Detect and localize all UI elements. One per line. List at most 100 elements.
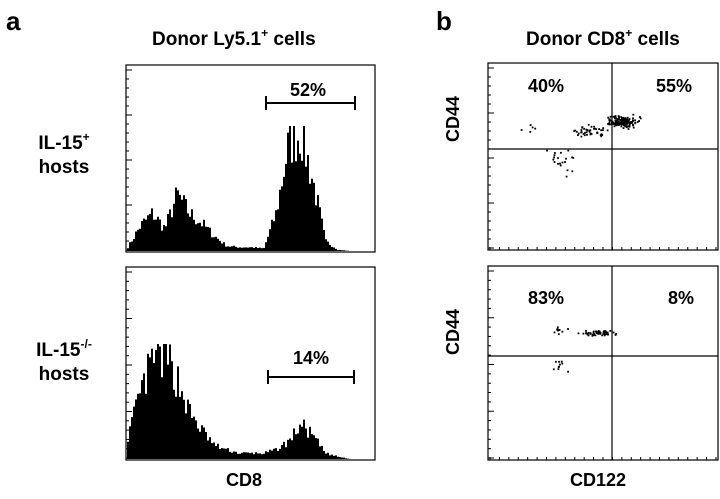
scatter-point bbox=[615, 117, 617, 120]
scatter-point bbox=[625, 126, 628, 129]
scatter-point bbox=[617, 120, 620, 123]
scatter-point bbox=[626, 116, 629, 119]
scatter-point bbox=[577, 132, 580, 135]
scatter-point bbox=[600, 129, 602, 132]
quadrant-ur-bottom: 8% bbox=[668, 288, 695, 308]
scatter-point bbox=[559, 164, 562, 167]
scatter-point bbox=[609, 330, 612, 332]
scatter-point bbox=[607, 123, 609, 125]
scatter-point bbox=[561, 161, 564, 164]
histogram-bottom-fill bbox=[127, 344, 375, 459]
scatter-point bbox=[520, 129, 523, 131]
scatter-point bbox=[622, 119, 625, 121]
scatter-point bbox=[614, 117, 616, 119]
scatter-point bbox=[624, 123, 627, 126]
scatter-frame-top bbox=[487, 62, 719, 251]
scatter-point bbox=[560, 360, 563, 363]
scatter-point bbox=[595, 330, 597, 333]
scatter-point bbox=[561, 362, 564, 365]
scatter-point bbox=[632, 117, 634, 120]
scatter-point bbox=[628, 119, 630, 122]
scatter-point bbox=[587, 334, 590, 337]
scatter-point bbox=[639, 117, 642, 120]
scatter-point bbox=[591, 334, 594, 337]
scatter-point bbox=[590, 125, 593, 128]
scatter-point bbox=[534, 127, 537, 130]
scatter-points-top bbox=[520, 113, 642, 178]
scatter-point bbox=[564, 161, 566, 163]
scatter-point bbox=[586, 332, 589, 335]
scatter-point bbox=[595, 331, 598, 334]
scatter-point bbox=[604, 333, 607, 336]
scatter-point bbox=[619, 122, 622, 125]
scatter-point bbox=[617, 115, 620, 117]
scatter-point bbox=[581, 126, 584, 128]
scatter-point bbox=[582, 332, 585, 335]
scatter-point bbox=[587, 332, 590, 334]
scatter-point bbox=[565, 175, 568, 178]
gate-bar-bottom bbox=[267, 370, 355, 384]
scatter-point bbox=[622, 116, 625, 119]
scatter-point bbox=[529, 124, 532, 126]
scatter-tick-marks bbox=[488, 67, 717, 460]
scatter-point bbox=[594, 334, 597, 337]
scatter-point bbox=[613, 115, 616, 118]
scatter-point bbox=[554, 152, 556, 154]
scatter-point bbox=[586, 129, 588, 131]
scatter-point bbox=[625, 119, 628, 121]
scatter-point bbox=[623, 121, 626, 124]
scatter-point bbox=[585, 330, 587, 332]
scatter-point bbox=[620, 120, 623, 123]
scatter-point bbox=[612, 331, 615, 334]
scatter-point bbox=[529, 131, 532, 133]
host-label-il15-ko: IL-15-/- hosts bbox=[36, 337, 92, 385]
scatter-point bbox=[629, 122, 631, 124]
scatter-point bbox=[627, 120, 630, 123]
scatter-point bbox=[606, 333, 608, 335]
scatter-point bbox=[619, 119, 622, 121]
scatter-point bbox=[571, 156, 573, 159]
scatter-point bbox=[589, 333, 592, 335]
scatter-point bbox=[607, 116, 610, 119]
gate-bar-top bbox=[265, 96, 356, 110]
scatter-point bbox=[601, 334, 603, 337]
scatter-point bbox=[615, 120, 617, 123]
quadrant-ur-top: 55% bbox=[656, 76, 693, 96]
scatter-point bbox=[636, 121, 639, 123]
scatter-point bbox=[592, 331, 595, 334]
quadrant-ul-top: 40% bbox=[528, 76, 565, 96]
scatter-point bbox=[628, 124, 631, 127]
scatter-point bbox=[607, 333, 609, 336]
scatter-point bbox=[623, 124, 626, 127]
scatter-point bbox=[600, 134, 603, 137]
scatter-point bbox=[559, 363, 561, 366]
scatter-point bbox=[634, 119, 636, 122]
scatter-point bbox=[580, 135, 583, 138]
panel-a-letter: a bbox=[6, 6, 21, 36]
scatter-point bbox=[618, 123, 621, 125]
scatter-point bbox=[555, 360, 557, 363]
scatter-point bbox=[557, 163, 559, 165]
xlabel-cd8: CD8 bbox=[226, 470, 263, 490]
histogram-top-fill bbox=[127, 126, 375, 251]
scatter-point bbox=[553, 331, 556, 334]
xlabel-cd122: CD122 bbox=[570, 470, 627, 490]
scatter-point bbox=[593, 128, 595, 130]
scatter-point bbox=[621, 121, 624, 124]
scatter-point bbox=[559, 162, 561, 165]
scatter-point bbox=[598, 128, 600, 130]
scatter-point bbox=[593, 125, 595, 128]
scatter-point bbox=[624, 117, 627, 120]
scatter-point bbox=[622, 120, 625, 123]
scatter-point bbox=[556, 326, 559, 329]
scatter-point bbox=[553, 156, 555, 159]
scatter-point bbox=[638, 120, 640, 122]
scatter-point bbox=[612, 123, 615, 125]
scatter-point bbox=[609, 115, 612, 118]
scatter-point bbox=[584, 131, 586, 134]
scatter-point bbox=[605, 331, 607, 333]
scatter-point bbox=[585, 131, 588, 134]
scatter-point bbox=[608, 123, 610, 126]
scatter-point bbox=[614, 123, 617, 125]
scatter-point bbox=[557, 333, 560, 335]
